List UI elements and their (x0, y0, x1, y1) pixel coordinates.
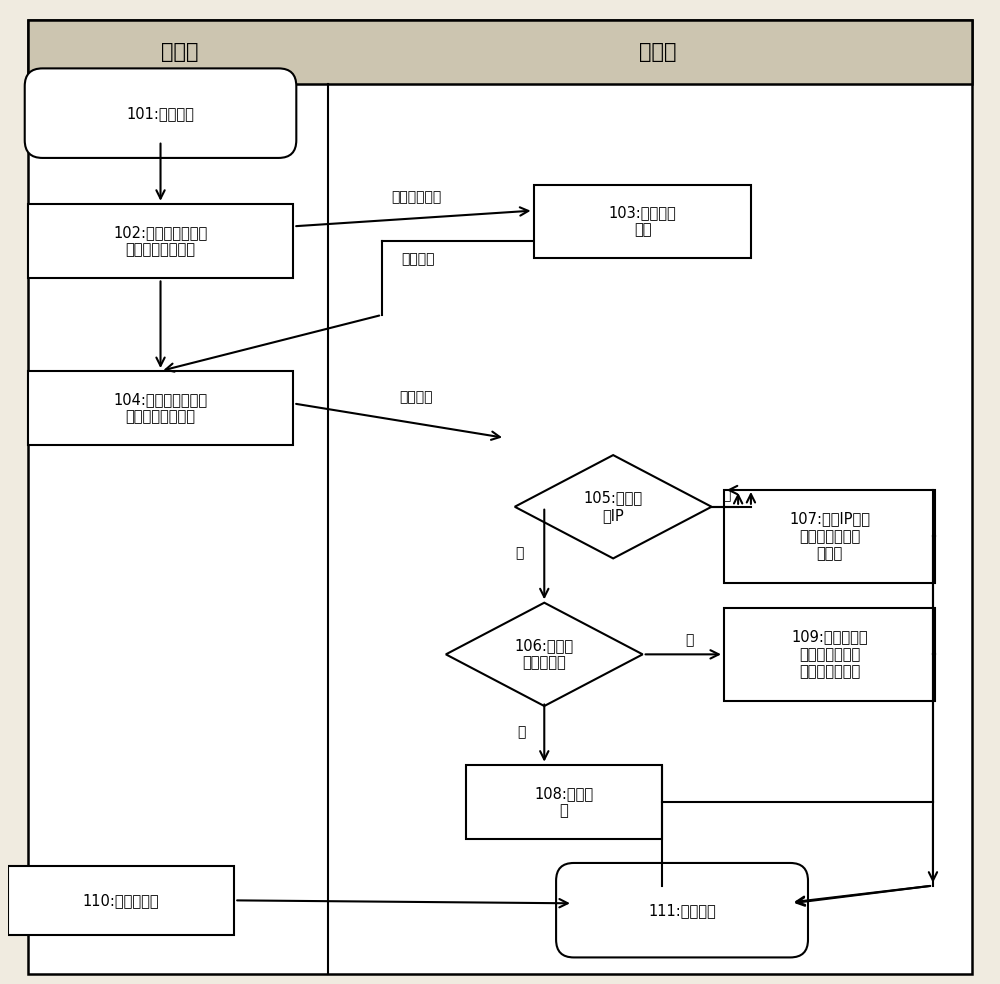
Polygon shape (515, 455, 712, 558)
FancyBboxPatch shape (556, 863, 808, 957)
Text: 102:发起启动请求至
指定单一服务端口: 102:发起启动请求至 指定单一服务端口 (113, 225, 208, 257)
Bar (534, 184, 751, 258)
Text: 108:处理请
求: 108:处理请 求 (534, 786, 594, 818)
Text: 否: 否 (686, 634, 694, 647)
Text: 111:流程结束: 111:流程结束 (648, 902, 716, 918)
Text: 105:是否本
机IP: 105:是否本 机IP (584, 491, 643, 523)
Text: 服务器: 服务器 (639, 41, 676, 62)
Bar (724, 607, 935, 701)
Text: 101:流程开始: 101:流程开始 (127, 105, 194, 121)
Bar (28, 20, 972, 84)
Text: 106:是否本
机其它端口: 106:是否本 机其它端口 (515, 639, 574, 670)
Text: 启动相关信息: 启动相关信息 (391, 190, 441, 204)
Text: 是: 是 (515, 546, 524, 560)
Bar (466, 766, 662, 838)
Text: 否: 否 (722, 488, 731, 502)
Bar (28, 371, 293, 445)
Text: 是: 是 (517, 725, 526, 739)
FancyBboxPatch shape (25, 68, 296, 157)
Text: 104:发起访问请求至
指定单一服务端口: 104:发起访问请求至 指定单一服务端口 (113, 393, 208, 424)
Text: 访问参数: 访问参数 (400, 391, 433, 404)
Text: 109:根据服务端
口号转发到服务
器上的其它服务: 109:根据服务端 口号转发到服务 器上的其它服务 (791, 630, 868, 679)
Polygon shape (446, 602, 643, 707)
Text: 103:处理启动
请求: 103:处理启动 请求 (609, 206, 677, 237)
Text: 107:根据IP、端
口转发到运维目
标设备: 107:根据IP、端 口转发到运维目 标设备 (789, 512, 870, 561)
Bar (724, 489, 935, 583)
Text: 启动参数: 启动参数 (402, 252, 435, 266)
Bar (28, 205, 293, 277)
Bar (8, 866, 234, 935)
Text: 110:客户端关闭: 110:客户端关闭 (83, 892, 159, 908)
Text: 客户端: 客户端 (161, 41, 199, 62)
